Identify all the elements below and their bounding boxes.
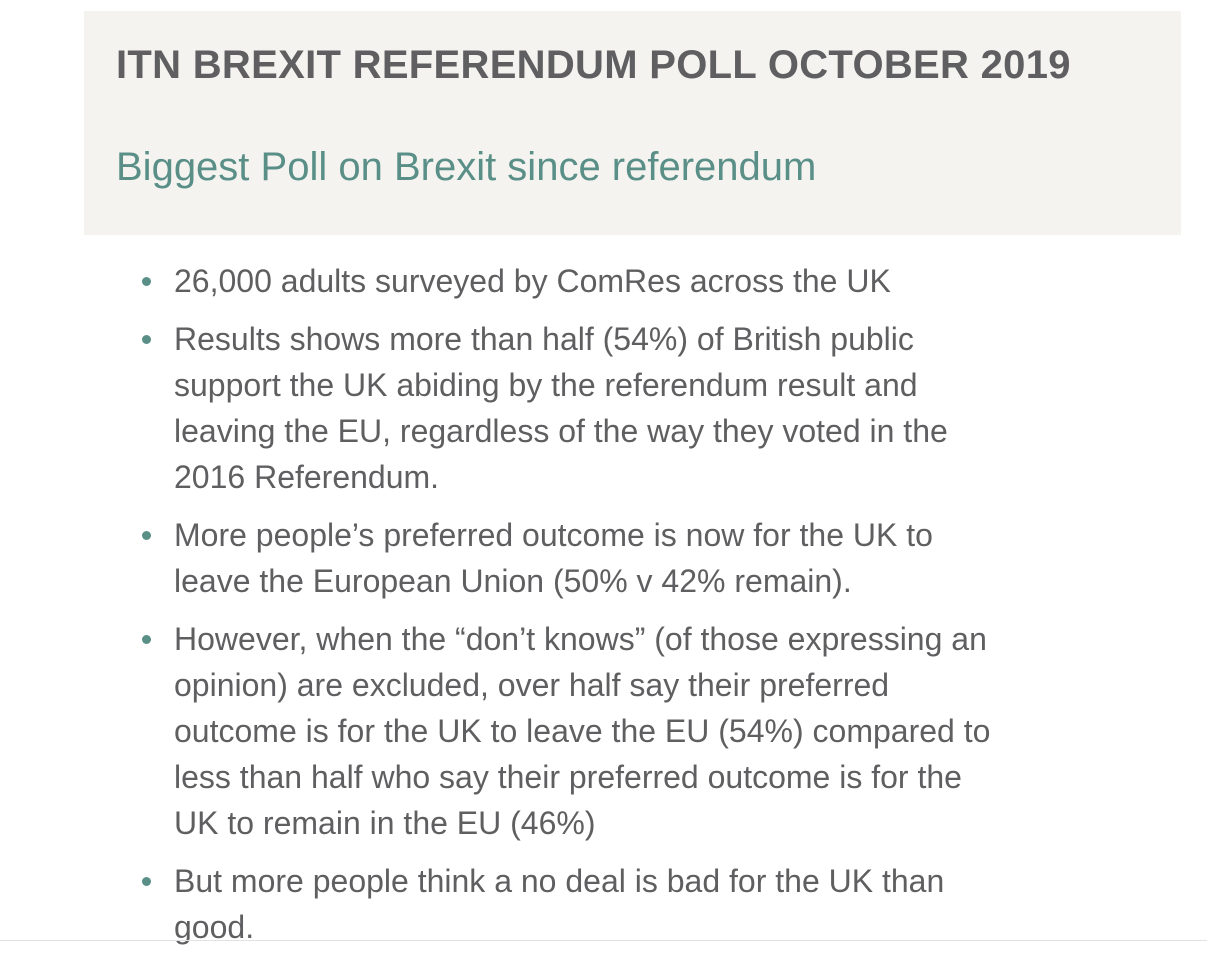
list-item-text: leaving the EU, regardless of the way th… (174, 413, 948, 449)
list-item: 26,000 adults surveyed by ComRes across … (0, 258, 990, 304)
list-item: More people’s preferred outcome is now f… (0, 512, 990, 604)
page-subtitle: Biggest Poll on Brexit since referendum (116, 145, 817, 189)
list-item-text: opinion) are excluded, over half say the… (174, 667, 890, 703)
bullet-list: 26,000 adults surveyed by ComRes across … (0, 258, 990, 962)
list-item-text: More people’s preferred outcome is now f… (174, 517, 933, 553)
list-item: But more people think a no deal is bad f… (0, 858, 990, 950)
list-item: Results shows more than half (54%) of Br… (0, 316, 990, 500)
list-item-text: However, when the “don’t knows” (of thos… (174, 621, 987, 657)
list-item-text: 2016 Referendum. (174, 459, 440, 495)
bullet-dot-icon (142, 531, 151, 540)
list-item-text: good. (174, 909, 255, 945)
list-item-text: But more people think a no deal is bad f… (174, 863, 945, 899)
bullet-dot-icon (142, 277, 151, 286)
header-box: ITN BREXIT REFERENDUM POLL OCTOBER 2019 … (84, 11, 1181, 235)
list-item: However, when the “don’t knows” (of thos… (0, 616, 990, 846)
bullet-dot-icon (142, 335, 151, 344)
list-item-text: UK to remain in the EU (46%) (174, 805, 596, 841)
list-item-text: outcome is for the UK to leave the EU (5… (174, 713, 991, 749)
list-item-text: 26,000 adults surveyed by ComRes across … (174, 263, 891, 299)
bullet-dot-icon (142, 635, 151, 644)
page-title: ITN BREXIT REFERENDUM POLL OCTOBER 2019 (116, 43, 1071, 87)
list-item-text: leave the European Union (50% v 42% rema… (174, 563, 852, 599)
list-item-text: Results shows more than half (54%) of Br… (174, 321, 914, 357)
list-item-text: support the UK abiding by the referendum… (174, 367, 918, 403)
bottom-divider (0, 940, 1207, 941)
list-item-text: less than half who say their preferred o… (174, 759, 962, 795)
bullet-dot-icon (142, 877, 151, 886)
